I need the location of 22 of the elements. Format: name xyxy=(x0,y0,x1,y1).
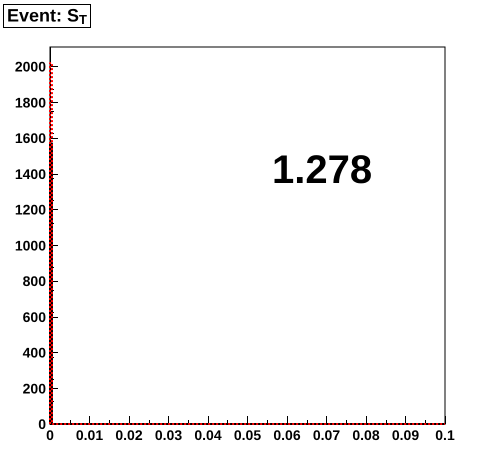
annotation: 1.278 xyxy=(272,148,372,192)
y-tick-label: 400 xyxy=(22,344,46,361)
y-tick-label: 600 xyxy=(22,308,46,325)
x-tick-label: 0.07 xyxy=(312,427,340,443)
y-tick-label: 800 xyxy=(22,273,46,290)
x-tick-label: 0.1 xyxy=(435,427,455,443)
y-tick-label: 1600 xyxy=(14,130,46,146)
y-tick-label: 1200 xyxy=(14,202,46,218)
x-tick-label: 0.01 xyxy=(76,427,104,443)
y-tick-label: 2000 xyxy=(14,58,46,75)
x-tick-label: 0.06 xyxy=(273,427,301,443)
x-tick-label: 0.03 xyxy=(154,427,182,443)
y-tick-label: 1400 xyxy=(14,166,46,182)
x-tick-label: 0.09 xyxy=(392,427,420,443)
y-tick-label: 1000 xyxy=(14,237,46,254)
y-tick-label: 1800 xyxy=(14,94,46,110)
x-tick-label: 0.05 xyxy=(234,427,262,443)
x-tick-label: 0.02 xyxy=(115,427,143,443)
y-tick-label: 0 xyxy=(38,416,46,432)
x-tick-label: 0.08 xyxy=(352,427,380,443)
y-tick-label: 200 xyxy=(22,380,46,396)
x-tick-label: 0.04 xyxy=(194,427,222,443)
